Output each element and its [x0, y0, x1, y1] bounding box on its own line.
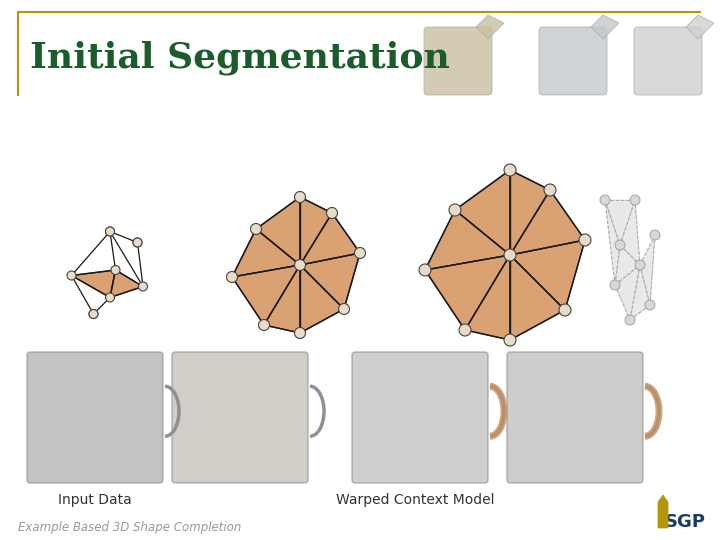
- Polygon shape: [510, 255, 565, 340]
- Circle shape: [258, 320, 269, 330]
- Polygon shape: [615, 265, 640, 320]
- Text: Initial Segmentation: Initial Segmentation: [30, 40, 450, 75]
- Polygon shape: [605, 200, 620, 285]
- Circle shape: [504, 249, 516, 261]
- Polygon shape: [640, 235, 655, 305]
- Polygon shape: [658, 495, 668, 528]
- FancyBboxPatch shape: [352, 352, 488, 483]
- FancyBboxPatch shape: [172, 352, 308, 483]
- Circle shape: [67, 271, 76, 280]
- Polygon shape: [620, 200, 640, 265]
- Circle shape: [133, 238, 142, 247]
- Polygon shape: [110, 270, 143, 298]
- Circle shape: [610, 280, 620, 290]
- Circle shape: [227, 272, 238, 282]
- Polygon shape: [686, 15, 714, 39]
- Circle shape: [579, 234, 591, 246]
- FancyBboxPatch shape: [27, 352, 163, 483]
- FancyBboxPatch shape: [507, 352, 643, 483]
- Polygon shape: [256, 197, 300, 265]
- Circle shape: [111, 266, 120, 274]
- Text: SGP: SGP: [665, 513, 706, 531]
- FancyBboxPatch shape: [424, 27, 492, 95]
- Circle shape: [89, 309, 98, 319]
- Polygon shape: [605, 200, 635, 245]
- Polygon shape: [465, 255, 510, 340]
- Circle shape: [106, 293, 114, 302]
- Circle shape: [133, 238, 142, 247]
- Circle shape: [106, 227, 114, 236]
- Circle shape: [294, 327, 305, 339]
- Polygon shape: [455, 170, 510, 255]
- Polygon shape: [630, 265, 650, 320]
- Polygon shape: [510, 190, 585, 255]
- Circle shape: [89, 309, 98, 319]
- Circle shape: [251, 224, 261, 234]
- Polygon shape: [476, 15, 504, 39]
- Circle shape: [338, 303, 349, 314]
- Circle shape: [559, 304, 571, 316]
- Circle shape: [419, 264, 431, 276]
- Circle shape: [449, 204, 461, 216]
- Circle shape: [645, 300, 655, 310]
- Polygon shape: [264, 265, 300, 333]
- Polygon shape: [71, 270, 115, 298]
- Circle shape: [625, 315, 635, 325]
- Circle shape: [544, 184, 556, 196]
- Polygon shape: [232, 265, 300, 325]
- Polygon shape: [300, 213, 360, 265]
- Circle shape: [504, 164, 516, 176]
- Circle shape: [138, 282, 148, 291]
- Text: Input Data: Input Data: [58, 493, 132, 507]
- Polygon shape: [425, 255, 510, 330]
- FancyBboxPatch shape: [634, 27, 702, 95]
- Polygon shape: [300, 197, 332, 265]
- Polygon shape: [300, 253, 360, 309]
- Circle shape: [106, 227, 114, 236]
- Circle shape: [294, 192, 305, 202]
- Circle shape: [504, 334, 516, 346]
- Text: Example Based 3D Shape Completion: Example Based 3D Shape Completion: [18, 522, 241, 535]
- Polygon shape: [615, 245, 640, 285]
- Polygon shape: [591, 15, 619, 39]
- Circle shape: [650, 230, 660, 240]
- Circle shape: [615, 240, 625, 250]
- Circle shape: [630, 195, 640, 205]
- FancyBboxPatch shape: [539, 27, 607, 95]
- Polygon shape: [425, 210, 510, 270]
- Circle shape: [294, 260, 305, 271]
- Circle shape: [354, 247, 366, 259]
- Circle shape: [459, 324, 471, 336]
- Text: Warped Context Model: Warped Context Model: [336, 493, 494, 507]
- Polygon shape: [510, 240, 585, 310]
- Circle shape: [600, 195, 610, 205]
- Polygon shape: [510, 170, 550, 255]
- Circle shape: [326, 207, 338, 219]
- Polygon shape: [232, 229, 300, 277]
- Polygon shape: [300, 265, 344, 333]
- Circle shape: [635, 260, 645, 270]
